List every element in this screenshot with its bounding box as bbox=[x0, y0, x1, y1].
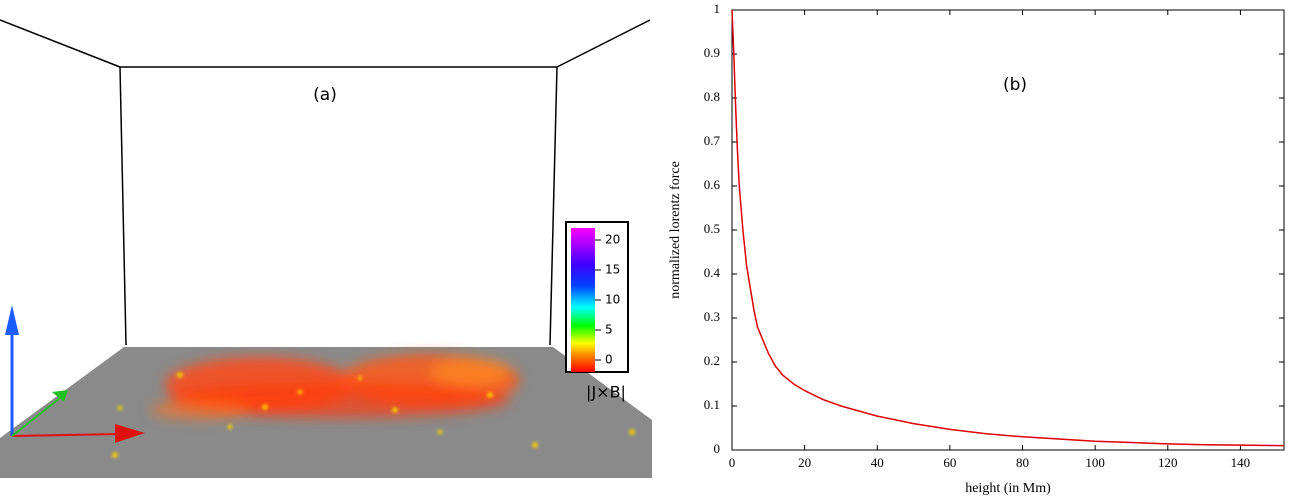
y-tick-label: 0.1 bbox=[704, 397, 720, 412]
colorbar-tick-label: 20 bbox=[605, 233, 620, 247]
y-tick-label: 0 bbox=[714, 441, 721, 456]
x-tick-label: 40 bbox=[871, 455, 884, 470]
colorbar-tick-label: 10 bbox=[605, 293, 620, 307]
y-tick-label: 0.2 bbox=[704, 353, 720, 368]
y-tick-label: 0.8 bbox=[704, 89, 720, 104]
orientation-axes bbox=[5, 305, 145, 443]
y-tick-label: 0.9 bbox=[704, 45, 720, 60]
hot-spots bbox=[112, 372, 635, 458]
x-tick-label: 120 bbox=[1158, 455, 1178, 470]
y-tick-label: 0.5 bbox=[704, 221, 720, 236]
current-volume bbox=[150, 354, 520, 420]
x-tick-label: 80 bbox=[1016, 455, 1029, 470]
colorbar-tick-label: 0 bbox=[605, 353, 613, 367]
panel-label: (b) bbox=[1003, 75, 1027, 95]
panel-label: (a) bbox=[313, 85, 337, 105]
x-tick-label: 60 bbox=[943, 455, 956, 470]
y-tick-label: 0.7 bbox=[704, 133, 721, 148]
y-tick-label: 0.6 bbox=[704, 177, 721, 192]
colorbar-tick-label: 15 bbox=[605, 263, 620, 277]
box-edges bbox=[0, 19, 651, 346]
data-line bbox=[731, 9, 1285, 447]
colorbar-tick-label: 5 bbox=[605, 323, 613, 337]
y-tick-label: 1 bbox=[714, 1, 721, 16]
x-axis-label: height (in Mm) bbox=[965, 481, 1051, 496]
colorbar-label: |J×B| bbox=[586, 383, 626, 402]
colorbar bbox=[571, 228, 595, 372]
scene: (a) |J×B| bbox=[0, 19, 652, 478]
x-tick-label: 20 bbox=[798, 455, 811, 470]
x-tick-label: 100 bbox=[1085, 455, 1105, 470]
y-axis-label: normalized lorentz force bbox=[668, 161, 683, 299]
y-tick-label: 0.4 bbox=[704, 265, 721, 280]
x-tick-label: 0 bbox=[729, 455, 736, 470]
x-tick-label: 140 bbox=[1231, 455, 1251, 470]
y-tick-label: 0.3 bbox=[704, 309, 720, 324]
